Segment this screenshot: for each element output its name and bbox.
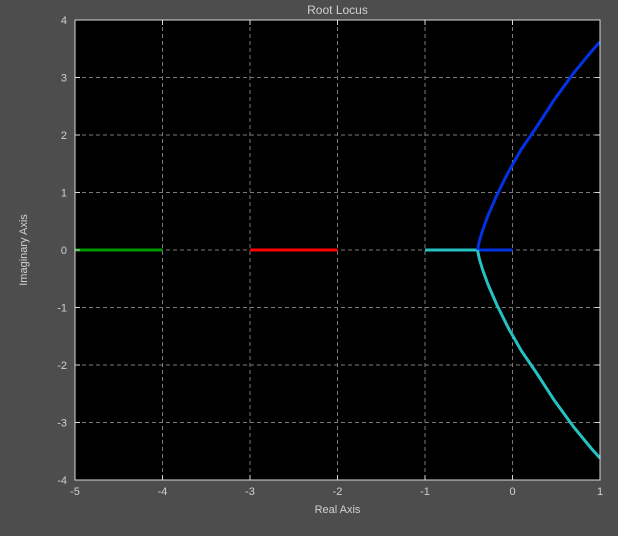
xtick-label: -1 xyxy=(420,486,430,498)
xtick-label: -2 xyxy=(333,486,343,498)
ytick-label: 0 xyxy=(61,245,67,257)
ytick-label: -2 xyxy=(57,360,67,372)
ytick-label: -1 xyxy=(57,303,67,315)
y-axis-label: Imaginary Axis xyxy=(18,214,30,286)
xtick-label: -4 xyxy=(158,486,168,498)
ytick-label: 2 xyxy=(61,130,67,142)
xtick-label: -3 xyxy=(245,486,255,498)
xtick-label: -5 xyxy=(70,486,80,498)
ytick-label: 4 xyxy=(61,15,67,27)
ytick-label: -3 xyxy=(57,418,67,430)
root-locus-chart: -5-4-3-2-101-4-3-2-101234Root LocusReal … xyxy=(0,0,618,536)
xtick-label: 1 xyxy=(597,486,603,498)
xtick-label: 0 xyxy=(509,486,515,498)
ytick-label: 3 xyxy=(61,73,67,85)
x-axis-label: Real Axis xyxy=(315,504,361,516)
ytick-label: -4 xyxy=(57,475,67,487)
ytick-label: 1 xyxy=(61,188,67,200)
chart-title: Root Locus xyxy=(307,3,368,17)
